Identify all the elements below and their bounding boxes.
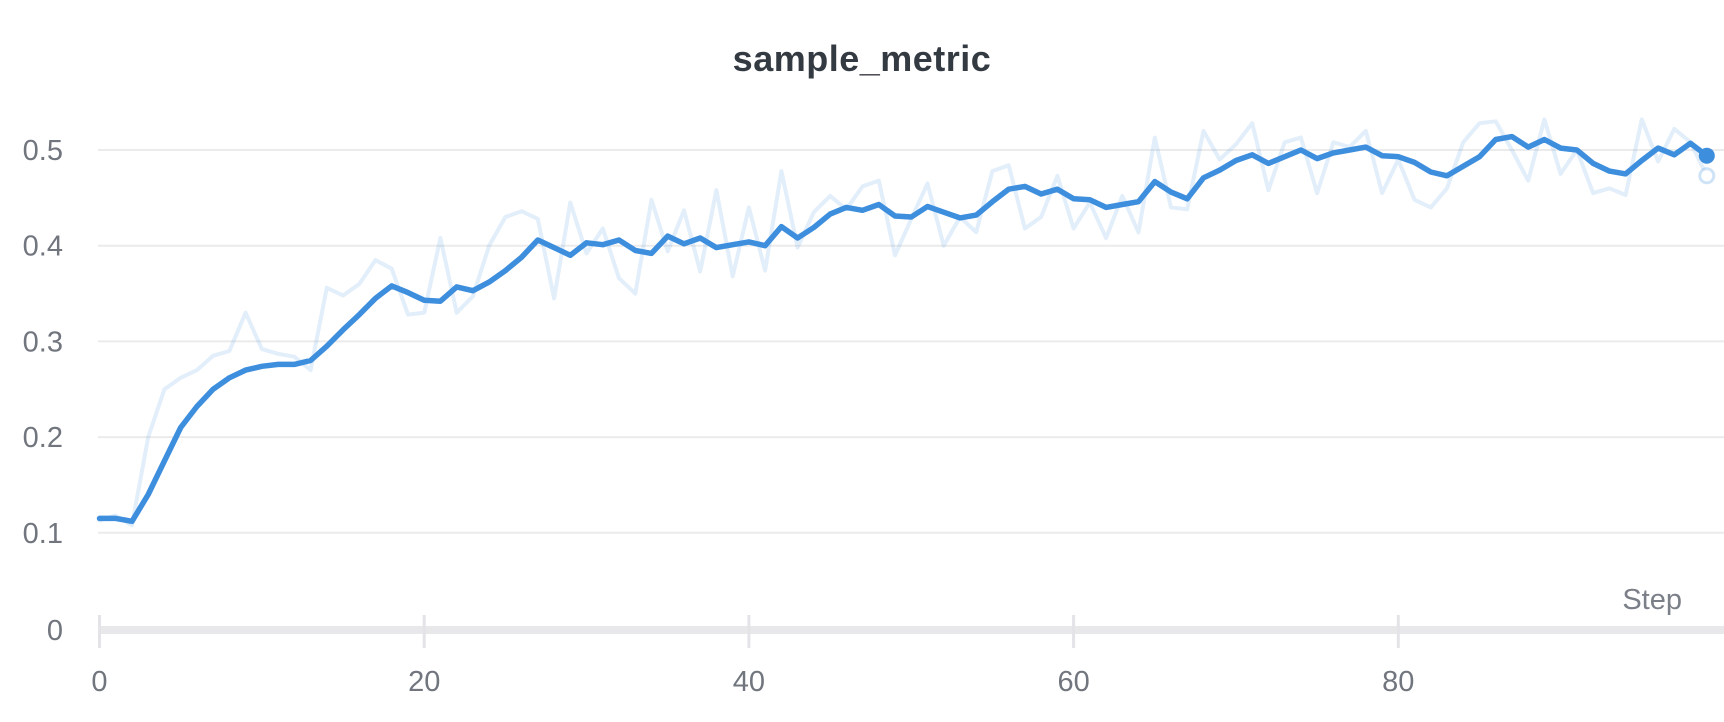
x-tick-label: 0 <box>91 666 107 698</box>
smoothed-series-line <box>96 133 1710 525</box>
x-tick-mark <box>1396 615 1400 648</box>
y-tick-label: 0.5 <box>23 135 63 167</box>
raw-series-line <box>97 117 1709 528</box>
x-tick-mark <box>1072 615 1076 648</box>
x-tick-mark <box>98 615 101 648</box>
y-tick-label: 0.2 <box>23 422 63 454</box>
x-tick-label: 80 <box>1382 666 1414 698</box>
x-tick-mark <box>747 615 751 648</box>
y-tick-label: 0.3 <box>23 326 63 358</box>
y-tick-label: 0.4 <box>23 231 63 263</box>
smoothed-endpoint-dot[interactable] <box>1698 147 1715 164</box>
raw-endpoint-ring <box>1698 167 1716 185</box>
chart-title: sample_metric <box>732 38 992 79</box>
x-axis-bar <box>98 626 1724 634</box>
x-tick-label: 60 <box>1057 666 1089 698</box>
y-tick-label: 0.1 <box>23 518 63 550</box>
y-tick-label: 0 <box>47 615 63 647</box>
x-tick-label: 20 <box>408 666 440 698</box>
x-tick-label: 40 <box>733 666 765 698</box>
x-tick-mark <box>422 615 426 648</box>
x-axis-label: Step <box>1622 584 1682 616</box>
